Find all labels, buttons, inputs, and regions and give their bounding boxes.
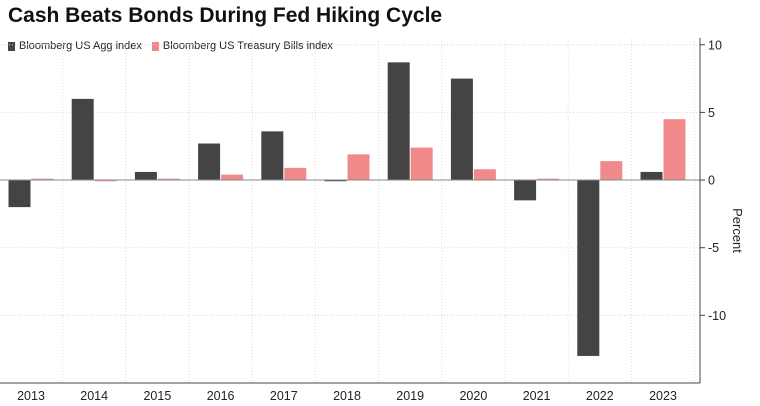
bar-tbills-2014 bbox=[94, 180, 117, 182]
y-axis-label: Percent bbox=[730, 208, 745, 253]
bar-agg-2022 bbox=[577, 180, 600, 356]
x-tick-label: 2022 bbox=[586, 389, 614, 403]
bar-tbills-2019 bbox=[410, 147, 433, 181]
bar-tbills-2023 bbox=[663, 119, 686, 181]
bar-tbills-2016 bbox=[221, 174, 244, 181]
bar-agg-2015 bbox=[134, 171, 157, 181]
bar-agg-2019 bbox=[387, 62, 410, 181]
bar-agg-2013 bbox=[8, 180, 31, 208]
bar-tbills-2017 bbox=[284, 167, 307, 181]
bar-tbills-2015 bbox=[157, 178, 180, 181]
bar-tbills-2020 bbox=[473, 169, 496, 181]
y-tick-label: 0 bbox=[708, 174, 715, 188]
chart-title: Cash Beats Bonds During Fed Hiking Cycle bbox=[8, 4, 443, 27]
y-tick-label: -10 bbox=[708, 309, 726, 323]
x-tick-label: 2016 bbox=[207, 389, 235, 403]
legend-label-tbills: Bloomberg US Treasury Bills index bbox=[162, 40, 333, 52]
bar-agg-2014 bbox=[71, 98, 94, 181]
y-tick-label: -5 bbox=[708, 241, 719, 255]
x-tick-label: 2018 bbox=[333, 389, 361, 403]
x-tick-label: 2017 bbox=[270, 389, 298, 403]
bar-agg-2018 bbox=[324, 180, 347, 182]
bar-agg-2023 bbox=[640, 171, 663, 181]
chart-legend: Bloomberg US Agg index Bloomberg US Trea… bbox=[8, 40, 333, 52]
bar-agg-2020 bbox=[450, 78, 473, 181]
legend-swatch-tbills bbox=[151, 41, 159, 51]
bar-tbills-2018 bbox=[347, 154, 370, 181]
x-tick-label: 2020 bbox=[459, 389, 487, 403]
legend-item-tbills: Bloomberg US Treasury Bills index bbox=[151, 40, 333, 52]
legend-item-agg: Bloomberg US Agg index bbox=[8, 40, 142, 52]
x-tick-label: 2014 bbox=[80, 389, 108, 403]
x-tick-label: 2021 bbox=[523, 389, 551, 403]
x-tick-label: 2019 bbox=[396, 389, 424, 403]
bar-agg-2016 bbox=[198, 143, 221, 181]
x-tick-label: 2023 bbox=[649, 389, 677, 403]
bar-tbills-2013 bbox=[31, 178, 54, 181]
y-tick-label: 5 bbox=[708, 106, 715, 120]
legend-swatch-agg bbox=[8, 41, 15, 51]
bar-agg-2017 bbox=[261, 131, 284, 181]
bar-tbills-2021 bbox=[537, 178, 560, 181]
y-tick-label: 10 bbox=[708, 38, 722, 52]
x-tick-label: 2013 bbox=[17, 389, 45, 403]
bar-agg-2021 bbox=[514, 180, 537, 201]
bar-tbills-2022 bbox=[600, 161, 623, 181]
legend-label-agg: Bloomberg US Agg index bbox=[19, 40, 142, 52]
x-tick-label: 2015 bbox=[143, 389, 171, 403]
